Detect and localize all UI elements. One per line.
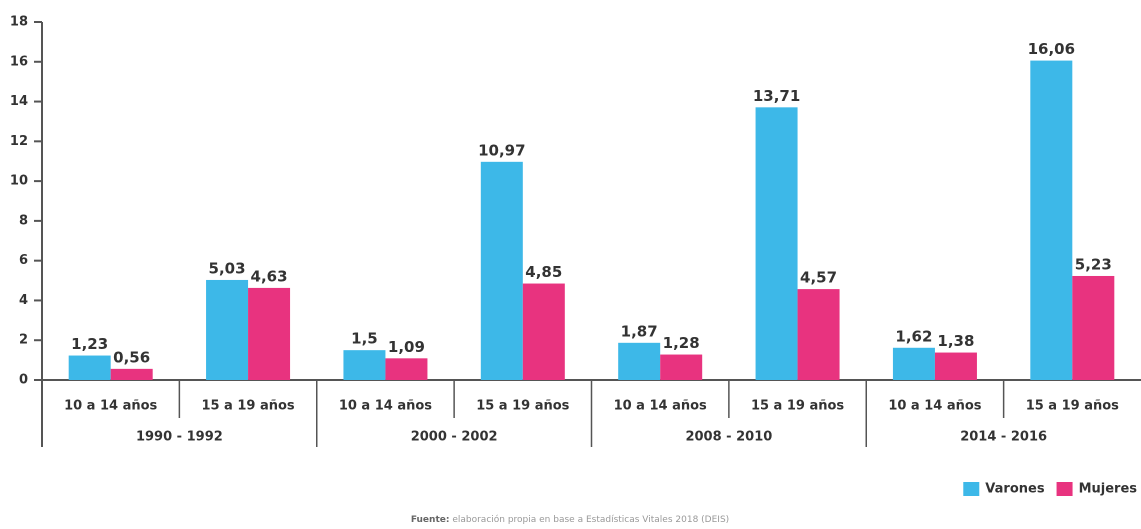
bar: [480, 161, 523, 380]
legend-swatch: [1056, 482, 1073, 496]
source-text: elaboración propia en base a Estadística…: [452, 514, 729, 525]
bar: [797, 289, 840, 380]
value-label: 1,23: [71, 335, 108, 353]
bar: [248, 287, 291, 380]
legend-label: Mujeres: [1079, 482, 1138, 497]
x-tick-label: 15 a 19 años: [201, 399, 294, 414]
value-label: 4,85: [525, 263, 562, 281]
value-label: 1,5: [351, 330, 378, 348]
group-label: 2014 - 2016: [960, 430, 1047, 445]
group-label: 1990 - 1992: [136, 430, 223, 445]
value-label: 10,97: [478, 141, 525, 159]
x-tick-label: 10 a 14 años: [339, 399, 432, 414]
value-label: 1,09: [388, 338, 425, 356]
x-tick-label: 15 a 19 años: [476, 399, 569, 414]
x-tick-label: 15 a 19 años: [1026, 399, 1119, 414]
bar: [206, 279, 249, 380]
value-label: 5,03: [209, 259, 246, 277]
y-tick-label: 4: [19, 293, 28, 308]
value-label: 13,71: [753, 87, 800, 105]
y-tick-label: 10: [10, 174, 28, 189]
legend-swatch: [963, 482, 980, 496]
value-label: 16,06: [1028, 40, 1075, 58]
bar: [755, 107, 798, 380]
y-tick-label: 2: [19, 333, 28, 348]
bar: [892, 347, 935, 380]
bar: [68, 355, 111, 380]
bar: [110, 368, 153, 380]
bar: [934, 352, 977, 380]
value-label: 4,63: [251, 267, 288, 285]
group-label: 2000 - 2002: [411, 430, 498, 445]
y-tick-label: 12: [10, 134, 28, 149]
y-tick-label: 16: [10, 54, 28, 69]
value-label: 1,62: [895, 327, 932, 345]
bar: [385, 358, 428, 380]
value-label: 1,87: [621, 322, 658, 340]
legend-label: Varones: [985, 482, 1045, 497]
bar: [343, 350, 386, 380]
value-label: 4,57: [800, 269, 837, 287]
y-tick-label: 6: [19, 253, 28, 268]
bar: [522, 283, 565, 380]
bar: [660, 354, 703, 380]
x-tick-label: 10 a 14 años: [888, 399, 981, 414]
source: Fuente: elaboración propia en base a Est…: [411, 514, 729, 525]
group-label: 2008 - 2010: [685, 430, 772, 445]
value-label: 1,38: [937, 332, 974, 350]
value-label: 5,23: [1075, 255, 1112, 273]
y-tick-label: 0: [19, 373, 28, 388]
bar: [1030, 60, 1073, 381]
x-tick-label: 10 a 14 años: [64, 399, 157, 414]
bar: [1072, 275, 1115, 380]
value-label: 0,56: [113, 348, 150, 366]
source-label: Fuente:: [411, 515, 450, 525]
value-label: 1,28: [663, 334, 700, 352]
y-tick-label: 18: [10, 15, 28, 30]
x-tick-label: 10 a 14 años: [614, 399, 707, 414]
y-tick-label: 14: [10, 94, 28, 109]
y-tick-label: 8: [19, 213, 28, 228]
x-tick-label: 15 a 19 años: [751, 399, 844, 414]
bar: [618, 342, 661, 380]
